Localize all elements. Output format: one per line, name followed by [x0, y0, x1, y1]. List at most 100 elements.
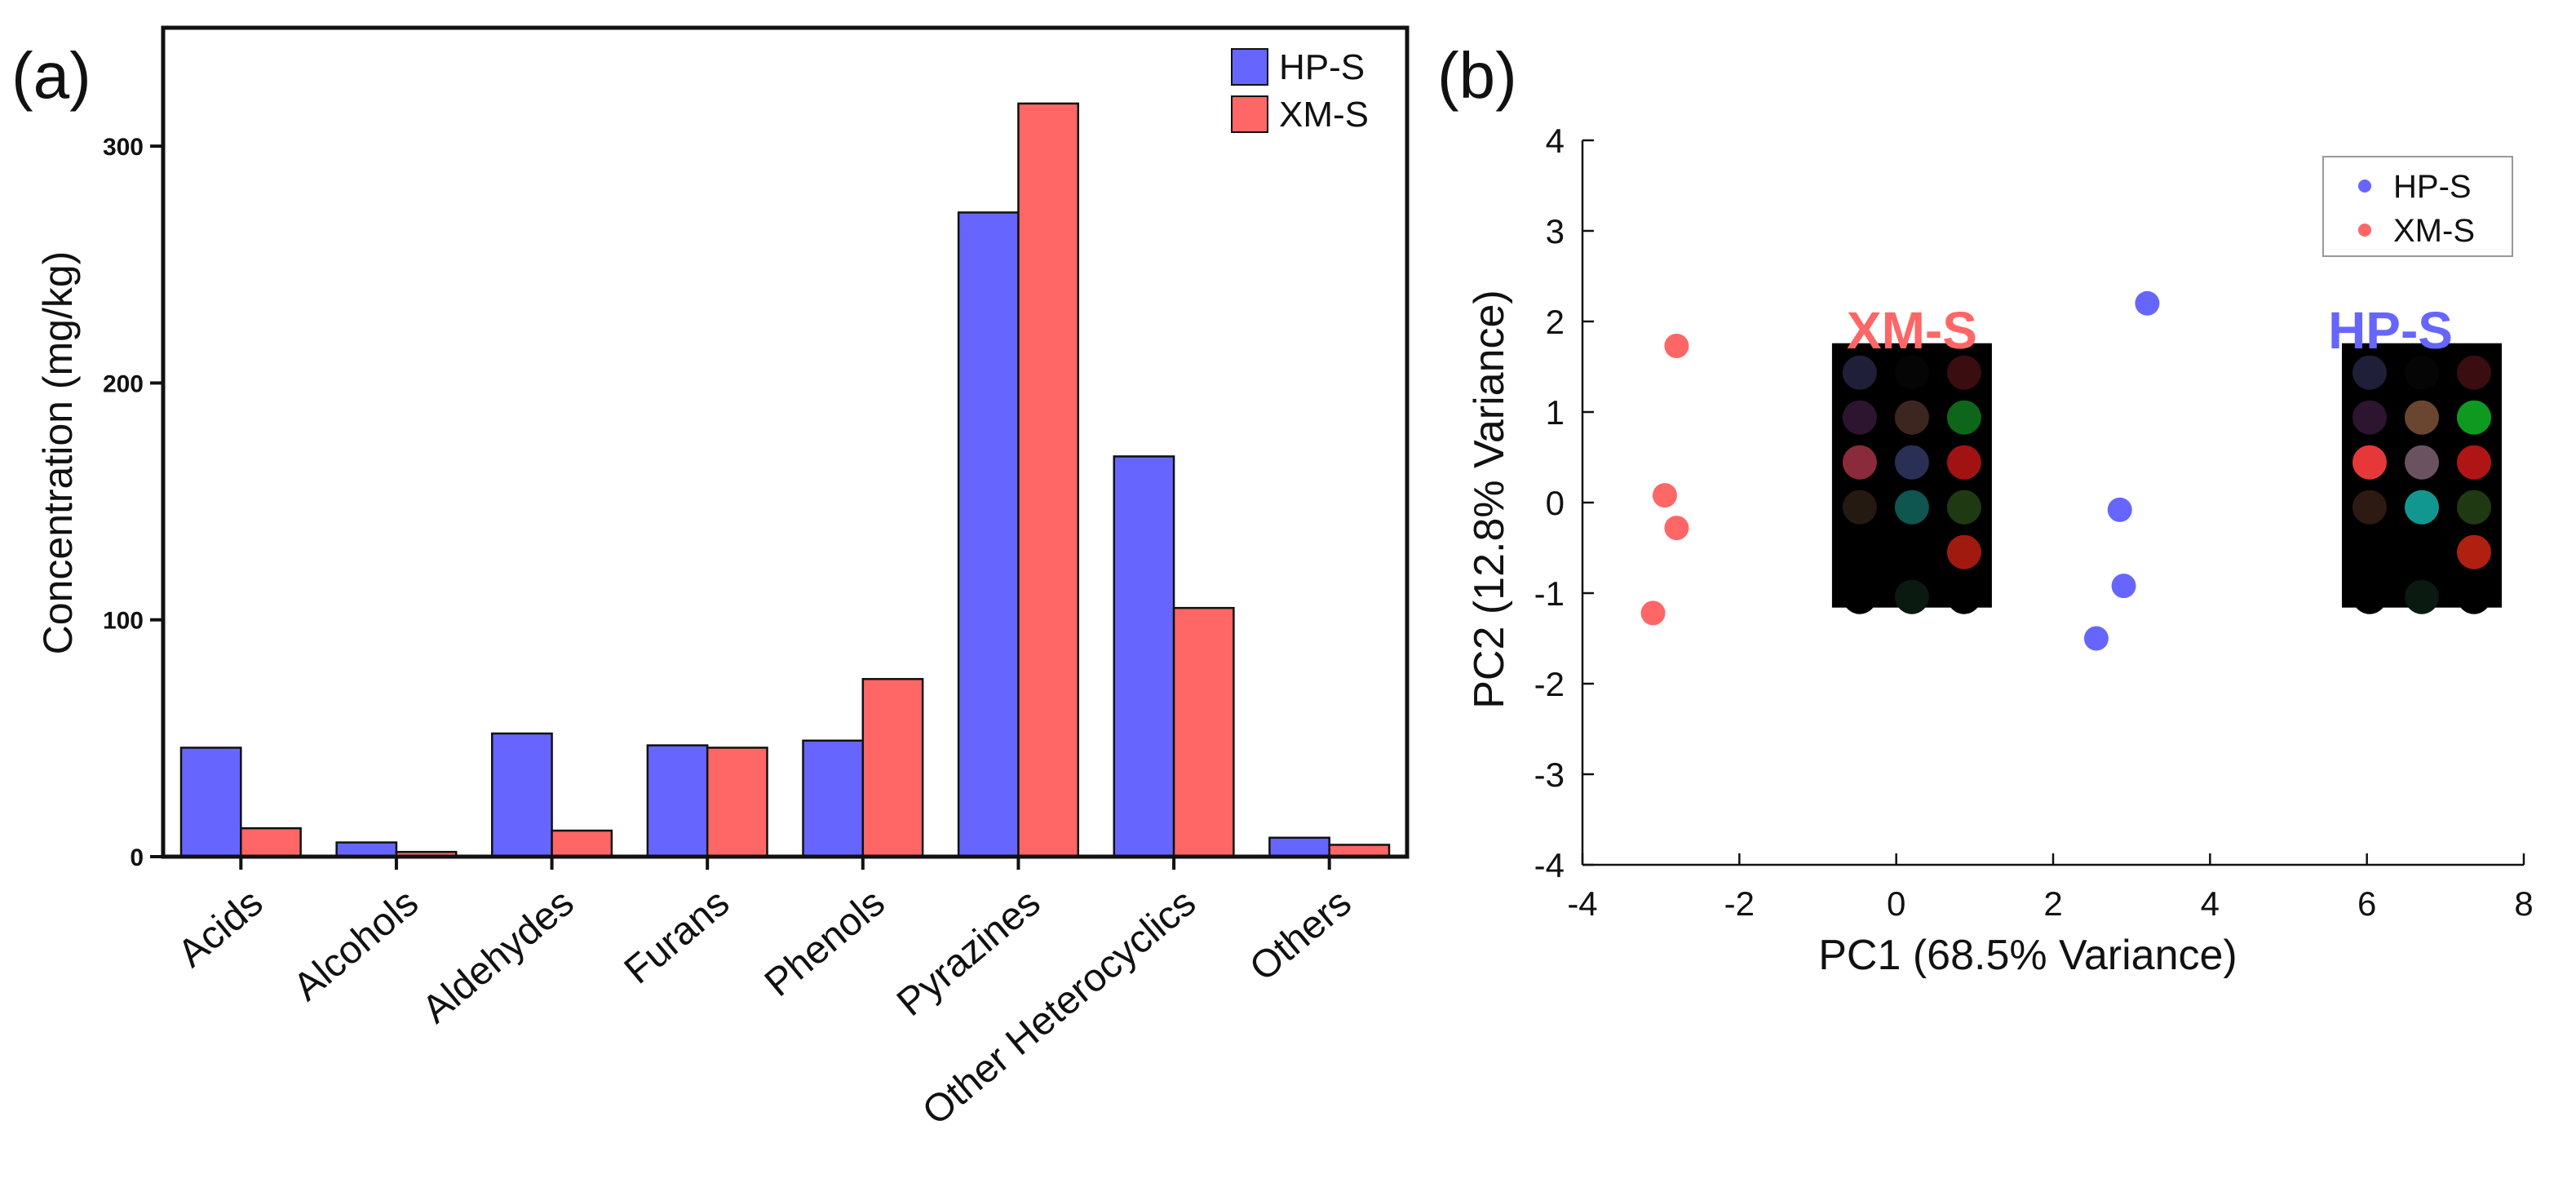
sensor-dot — [2456, 534, 2491, 569]
y-tick-label: -3 — [1534, 755, 1565, 794]
sensor-dot — [2352, 579, 2387, 614]
bar-hp-other-heterocyclics — [1113, 455, 1175, 858]
category-label: Alcohols — [285, 881, 427, 1009]
sensor-dot — [2404, 579, 2439, 614]
legend-label-hp-b: HP-S — [2393, 169, 2472, 205]
x-tick-label: 2 — [2043, 884, 2062, 923]
sensor-dot — [2352, 534, 2387, 569]
point-hp — [2135, 290, 2160, 316]
sensor-dot — [1946, 355, 1981, 390]
sensor-dot — [2352, 490, 2387, 525]
y-tick-label: 1 — [1546, 393, 1565, 432]
category-label: Pyrazines — [889, 881, 1049, 1025]
sensor-dot — [1946, 490, 1981, 525]
panel-label-b: (b) — [1437, 39, 1517, 112]
x-tick-label: 8 — [2514, 884, 2533, 923]
sensor-dot — [2352, 400, 2387, 435]
sensor-dot — [2404, 490, 2439, 525]
bar-hp-pyrazines — [957, 211, 1020, 858]
sensor-dot — [1946, 445, 1981, 480]
sensor-dot — [1894, 534, 1929, 569]
sensor-dot — [2456, 579, 2491, 614]
sensor-dot — [1946, 400, 1981, 435]
sensor-dot — [2456, 400, 2491, 435]
sensor-dot — [1894, 579, 1929, 614]
point-xm — [1640, 600, 1666, 626]
point-hp — [2083, 626, 2109, 651]
x-tick-label: -2 — [1724, 884, 1755, 923]
sensor-dot — [1842, 400, 1877, 435]
y-tick-label: 300 — [103, 134, 144, 161]
legend: HP-S XM-S — [1231, 47, 1369, 135]
y-tick-label: 200 — [103, 370, 144, 397]
y-tick-label: 100 — [103, 608, 144, 635]
y-axis: 0 100 200 300 — [103, 134, 163, 871]
y-tick-label: 4 — [1546, 122, 1565, 160]
x-tick-label: -4 — [1567, 884, 1597, 923]
axes: -4 -3 -2 -1 0 1 2 3 4 -4 -2 0 2 4 6 8 — [1534, 122, 2534, 923]
y-tick-label: -1 — [1534, 574, 1565, 613]
annotation-xm-s: XM-S — [1847, 301, 1977, 360]
x-tick-label: 0 — [1887, 884, 1905, 923]
bar-xm-aldehydes — [551, 829, 613, 858]
sensor-dot — [2404, 445, 2439, 480]
y-tick-label: 0 — [130, 844, 144, 871]
legend-dot-xm — [2358, 224, 2371, 237]
sensor-swatches — [1831, 343, 2502, 614]
plot-frame — [161, 25, 1410, 859]
category-label: Other Heterocyclics — [914, 881, 1204, 1134]
point-xm — [1652, 483, 1677, 508]
bar-xm-other-heterocyclics — [1172, 606, 1235, 858]
y-tick-label: -2 — [1534, 665, 1565, 703]
legend-b: HP-S XM-S — [2322, 156, 2513, 257]
point-xm — [1664, 333, 1689, 358]
sensor-dot — [1842, 579, 1877, 614]
bar-hp-phenols — [802, 739, 865, 858]
x-tick-label: 6 — [2357, 884, 2376, 923]
annotation-hp-s: HP-S — [2328, 301, 2453, 360]
sensor-dot — [1894, 490, 1929, 525]
bar-hp-aldehydes — [491, 732, 553, 858]
sensor-dot — [2456, 490, 2491, 525]
legend-label-hp: HP-S — [1279, 47, 1365, 87]
sensor-dot — [2456, 445, 2491, 480]
pca-scatter: -4 -3 -2 -1 0 1 2 3 4 -4 -2 0 2 4 6 8 XM-S HP-S PC1 (68.… — [1466, 122, 2534, 979]
y-tick-label: 2 — [1546, 303, 1565, 341]
sensor-dot — [1842, 490, 1877, 525]
bar-xm-phenols — [861, 678, 924, 858]
bar-hp-acids — [179, 747, 242, 858]
point-hp — [2111, 574, 2136, 599]
legend-frame — [2322, 156, 2513, 257]
legend-dot-hp — [2358, 179, 2371, 193]
sensor-dot — [1842, 355, 1877, 390]
y-tick-label: -4 — [1534, 846, 1565, 884]
bar-xm-acids — [240, 826, 302, 858]
bar-xm-pyrazines — [1017, 102, 1079, 858]
sensor-dot — [2404, 534, 2439, 569]
category-label: Furans — [617, 881, 738, 993]
legend-label-xm-b: XM-S — [2393, 213, 2475, 249]
points — [1640, 290, 2160, 651]
legend-swatch-xm — [1231, 95, 1268, 133]
sensor-dot — [2404, 400, 2439, 435]
bar-group — [179, 102, 1391, 858]
category-label: Phenols — [757, 881, 893, 1005]
bar-hp-furans — [646, 744, 709, 858]
panel-label-a: (a) — [11, 39, 91, 112]
legend-label-xm: XM-S — [1279, 95, 1369, 135]
legend-swatch-hp — [1231, 48, 1268, 86]
y-tick-label: 0 — [1546, 484, 1565, 522]
point-xm — [1664, 516, 1689, 541]
sensor-dot — [2352, 445, 2387, 480]
sensor-dot — [1842, 534, 1877, 569]
category-label: Acids — [170, 881, 271, 976]
category-label: Aldehydes — [414, 881, 582, 1032]
point-hp — [2107, 497, 2132, 522]
bar-hp-others — [1268, 836, 1330, 858]
sensor-dot — [1894, 445, 1929, 480]
category-label: Others — [1242, 881, 1359, 990]
sensor-dot — [2352, 355, 2387, 390]
